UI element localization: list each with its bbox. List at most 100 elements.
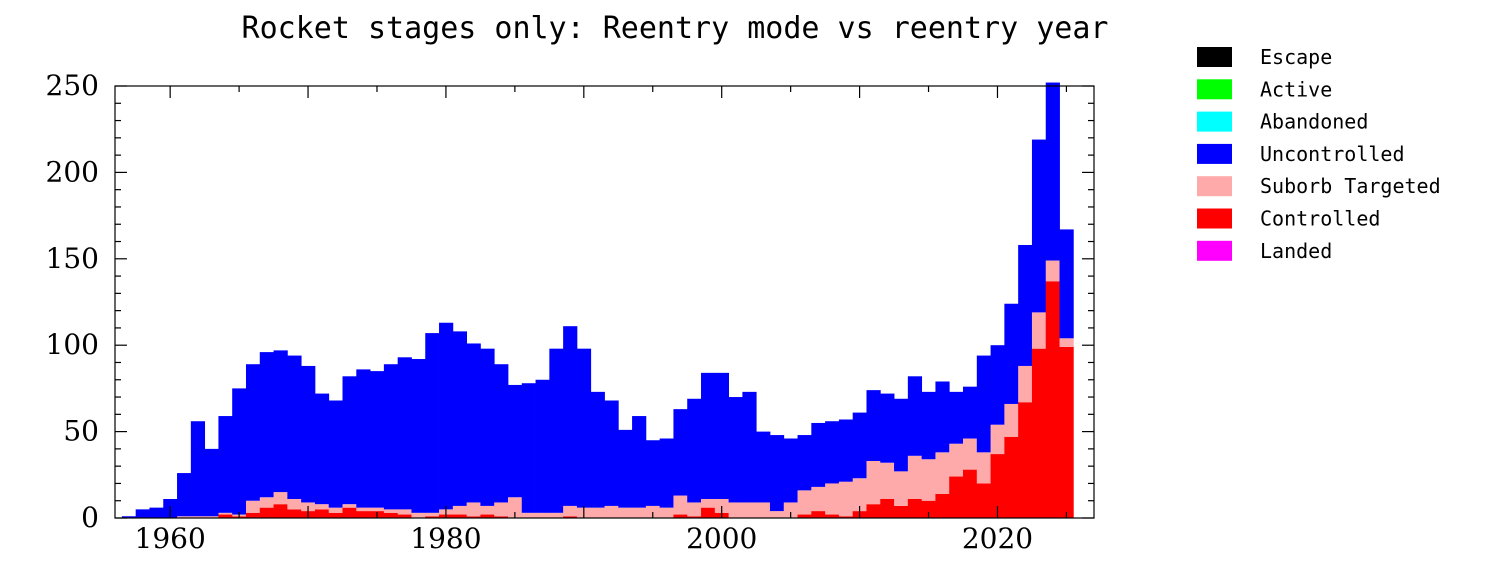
bar-suborb-targeted-1974 xyxy=(356,507,371,512)
bar-uncontrolled-1977 xyxy=(397,357,412,510)
bar-suborb-targeted-2016 xyxy=(935,452,950,494)
bar-uncontrolled-1983 xyxy=(480,348,495,506)
bar-controlled-1974 xyxy=(356,511,371,518)
bar-controlled-1979 xyxy=(425,516,440,518)
bar-suborb-targeted-1993 xyxy=(618,507,633,518)
bar-controlled-2011 xyxy=(866,504,881,518)
bar-suborb-targeted-2018 xyxy=(963,438,978,470)
bar-suborb-targeted-2001 xyxy=(728,502,743,518)
bar-uncontrolled-2003 xyxy=(756,431,771,503)
bars-group xyxy=(121,82,1074,518)
bar-uncontrolled-1987 xyxy=(535,379,550,513)
bar-uncontrolled-1985 xyxy=(507,384,523,498)
bar-uncontrolled-2021 xyxy=(1004,303,1019,404)
bar-suborb-targeted-1984 xyxy=(494,502,509,517)
y-tick-label: 100 xyxy=(46,328,99,361)
bar-controlled-2024 xyxy=(1045,281,1060,518)
bar-uncontrolled-1980 xyxy=(439,322,454,510)
bar-controlled-2015 xyxy=(921,500,936,518)
bar-suborb-targeted-1971 xyxy=(314,504,330,510)
bar-uncontrolled-2025 xyxy=(1059,229,1074,339)
bar-uncontrolled-1998 xyxy=(687,398,702,503)
bar-suborb-targeted-2005 xyxy=(783,502,798,518)
legend-swatch-landed xyxy=(1197,240,1232,261)
bar-uncontrolled-1959 xyxy=(149,507,164,518)
bar-uncontrolled-1969 xyxy=(287,355,302,499)
bar-uncontrolled-1964 xyxy=(218,416,233,513)
bar-controlled-1969 xyxy=(287,509,302,518)
bar-controlled-1981 xyxy=(452,514,468,518)
legend-label-controlled: Controlled xyxy=(1260,207,1380,231)
y-tick-label: 150 xyxy=(46,242,99,275)
y-tick-label: 50 xyxy=(63,415,99,448)
bar-uncontrolled-2012 xyxy=(880,393,895,463)
bar-uncontrolled-1967 xyxy=(259,352,274,498)
bar-controlled-1972 xyxy=(328,512,343,518)
bar-controlled-2022 xyxy=(1018,402,1033,518)
bar-uncontrolled-2023 xyxy=(1031,139,1047,313)
legend-swatch-escape xyxy=(1197,47,1232,67)
bar-uncontrolled-1981 xyxy=(452,331,468,506)
bar-controlled-2013 xyxy=(894,505,909,518)
bar-uncontrolled-1965 xyxy=(232,388,247,515)
bar-suborb-targeted-2006 xyxy=(797,490,812,515)
bar-uncontrolled-2002 xyxy=(742,391,757,503)
bar-uncontrolled-1989 xyxy=(563,326,578,506)
bar-uncontrolled-1988 xyxy=(549,348,564,513)
bar-suborb-targeted-1983 xyxy=(480,505,495,515)
bar-uncontrolled-2014 xyxy=(907,376,923,456)
bar-uncontrolled-1984 xyxy=(494,364,509,503)
bar-suborb-targeted-2000 xyxy=(714,498,729,513)
bar-controlled-1971 xyxy=(314,509,330,518)
bar-controlled-1997 xyxy=(673,514,688,518)
bar-uncontrolled-1994 xyxy=(632,416,647,508)
bar-suborb-targeted-2011 xyxy=(866,460,881,505)
bar-controlled-1989 xyxy=(563,516,578,518)
bar-uncontrolled-1962 xyxy=(190,421,206,517)
bar-uncontrolled-2004 xyxy=(769,435,785,512)
legend-label-uncontrolled: Uncontrolled xyxy=(1260,142,1405,166)
bar-controlled-2008 xyxy=(825,514,840,518)
legend-swatch-suborb-targeted xyxy=(1197,176,1232,197)
bar-controlled-1966 xyxy=(245,512,261,518)
bar-controlled-1967 xyxy=(259,507,274,518)
bar-suborb-targeted-1996 xyxy=(659,507,674,518)
bar-suborb-targeted-2017 xyxy=(949,443,964,477)
bar-uncontrolled-1973 xyxy=(342,376,357,505)
bar-suborb-targeted-1998 xyxy=(687,502,702,517)
bar-suborb-targeted-1963 xyxy=(204,516,219,518)
bar-suborb-targeted-1969 xyxy=(287,498,302,510)
bar-suborb-targeted-1988 xyxy=(549,512,564,518)
bar-uncontrolled-2010 xyxy=(852,412,867,479)
bar-suborb-targeted-2020 xyxy=(990,424,1005,455)
bar-suborb-targeted-2004 xyxy=(769,511,785,518)
bar-uncontrolled-1976 xyxy=(383,364,399,510)
bar-uncontrolled-1974 xyxy=(356,369,371,508)
bar-uncontrolled-2005 xyxy=(783,438,798,503)
bar-suborb-targeted-1979 xyxy=(425,512,440,517)
bar-uncontrolled-2008 xyxy=(825,421,840,484)
bar-controlled-2012 xyxy=(880,498,895,518)
bar-suborb-targeted-1966 xyxy=(245,500,261,513)
x-tick-label: 1980 xyxy=(410,522,481,555)
bar-suborb-targeted-2010 xyxy=(852,478,867,512)
bar-controlled-2019 xyxy=(976,483,991,518)
bar-suborb-targeted-1992 xyxy=(604,505,619,518)
bar-controlled-1998 xyxy=(687,516,702,518)
bar-uncontrolled-1991 xyxy=(590,391,605,508)
bar-uncontrolled-1978 xyxy=(411,359,426,513)
bar-suborb-targeted-1994 xyxy=(632,507,647,518)
bar-uncontrolled-1961 xyxy=(177,473,192,517)
bar-suborb-targeted-1997 xyxy=(673,495,688,515)
bar-uncontrolled-1966 xyxy=(245,364,261,501)
bar-suborb-targeted-1999 xyxy=(701,498,716,508)
bar-suborb-targeted-2013 xyxy=(894,471,909,506)
legend-label-landed: Landed xyxy=(1260,239,1332,263)
bar-suborb-targeted-2003 xyxy=(756,502,771,518)
legend-swatch-active xyxy=(1197,79,1232,100)
bar-uncontrolled-2018 xyxy=(963,386,978,439)
legend: Escape Active Abandoned Uncontrolled Suborb … xyxy=(1197,45,1441,263)
bar-controlled-2020 xyxy=(990,454,1005,518)
bar-uncontrolled-2020 xyxy=(990,345,1005,425)
bar-uncontrolled-1992 xyxy=(604,400,619,506)
